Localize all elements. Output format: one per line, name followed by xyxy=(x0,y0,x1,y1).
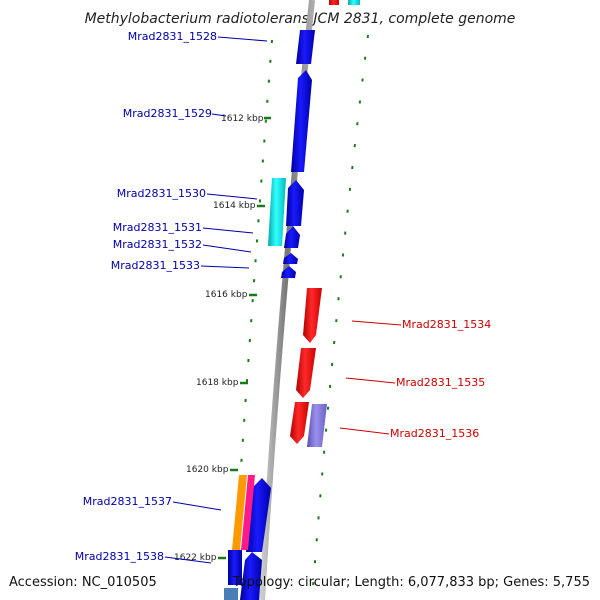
reverse-genes xyxy=(290,288,322,444)
kbp-labels: 1612 kbp 1614 kbp 1616 kbp 1618 kbp 1620… xyxy=(174,114,264,563)
gene-1528-shape xyxy=(296,30,315,64)
gene-cyan-shape xyxy=(268,178,286,246)
gene-feature-top-cyan xyxy=(348,0,360,5)
gene-1532-shape xyxy=(283,253,298,264)
gene-1533-shape xyxy=(281,266,296,278)
right-leader-lines xyxy=(339,320,402,435)
gene-pink-shape xyxy=(241,475,255,550)
kbp-label: 1616 kbp xyxy=(205,290,248,300)
gene-label-1534[interactable]: Mrad2831_1534 xyxy=(402,318,491,331)
kbp-label: 1612 kbp xyxy=(221,114,264,124)
gene-1534-shape xyxy=(303,288,322,343)
gene-1531-shape xyxy=(284,226,300,248)
forward-genes xyxy=(228,30,315,600)
gene-1535-shape xyxy=(296,348,316,398)
gene-orange-shape xyxy=(232,475,247,550)
gene-label-1536[interactable]: Mrad2831_1536 xyxy=(390,427,479,440)
gene-slate-shape xyxy=(307,404,327,447)
left-leader-lines xyxy=(164,36,268,564)
topology-summary-text: Topology: circular; Length: 6,077,833 bp… xyxy=(232,575,590,590)
gene-1536-shape xyxy=(290,402,309,444)
gene-label-1528[interactable]: Mrad2831_1528 xyxy=(128,30,217,43)
gene-label-1532[interactable]: Mrad2831_1532 xyxy=(113,238,202,251)
gene-feature-top-red xyxy=(329,0,339,5)
gene-label-1537[interactable]: Mrad2831_1537 xyxy=(83,495,172,508)
gene-label-1538[interactable]: Mrad2831_1538 xyxy=(75,550,164,563)
gene-steel-shape xyxy=(224,588,238,600)
gene-1538-shape xyxy=(240,552,262,600)
kbp-label: 1614 kbp xyxy=(213,201,256,211)
left-gene-labels: Mrad2831_1528 Mrad2831_1529 Mrad2831_153… xyxy=(75,30,217,563)
gene-label-1530[interactable]: Mrad2831_1530 xyxy=(117,187,206,200)
gene-extra-blue xyxy=(228,550,242,585)
gene-label-1531[interactable]: Mrad2831_1531 xyxy=(113,221,202,234)
kbp-label: 1620 kbp xyxy=(186,465,229,475)
map-title: Methylobacterium radiotolerans JCM 2831,… xyxy=(85,11,516,27)
tick-ring-outer xyxy=(311,34,369,600)
gene-label-1529[interactable]: Mrad2831_1529 xyxy=(123,107,212,120)
right-gene-labels: Mrad2831_1534 Mrad2831_1535 Mrad2831_153… xyxy=(390,318,491,440)
gene-label-1535[interactable]: Mrad2831_1535 xyxy=(396,376,485,389)
gene-1530-shape xyxy=(286,180,304,226)
kbp-label: 1622 kbp xyxy=(174,553,217,563)
major-ticks xyxy=(218,116,271,560)
gene-label-1533[interactable]: Mrad2831_1533 xyxy=(111,259,200,272)
kbp-label: 1618 kbp xyxy=(196,378,239,388)
gene-1529-shape xyxy=(291,70,312,172)
accession-text: Accession: NC_010505 xyxy=(9,575,157,590)
